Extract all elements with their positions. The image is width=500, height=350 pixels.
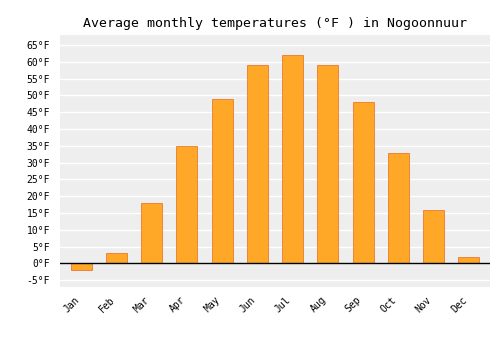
Bar (106, 253, 127, 264)
Title: Average monthly temperatures (°F ) in Nogoonnuur: Average monthly temperatures (°F ) in No… (83, 17, 467, 30)
Bar (423, 210, 444, 264)
Bar (247, 65, 268, 264)
Bar (282, 55, 303, 264)
Bar (70, 264, 92, 270)
Bar (212, 99, 233, 264)
Bar (388, 153, 409, 264)
Bar (352, 102, 374, 264)
Bar (141, 203, 162, 264)
Bar (318, 65, 338, 264)
Bar (458, 257, 479, 264)
Bar (176, 146, 198, 264)
